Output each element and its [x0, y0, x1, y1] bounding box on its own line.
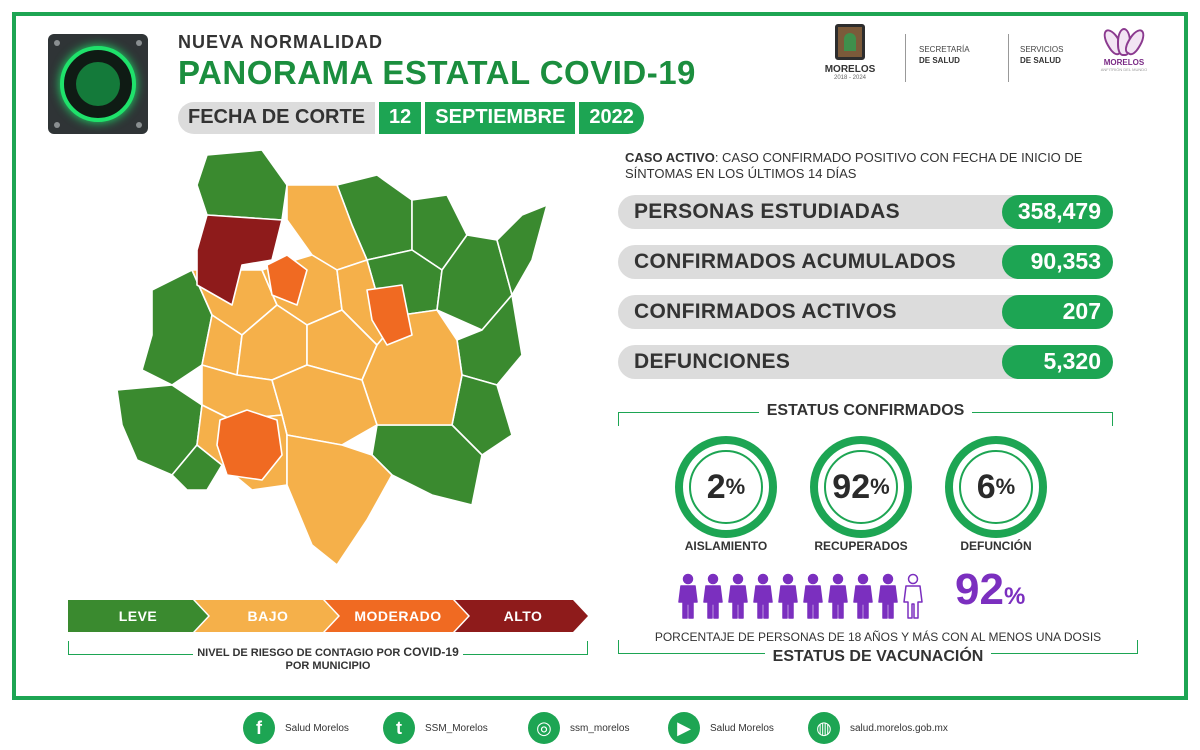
- status-circle-aislamiento: 2%: [675, 436, 777, 538]
- page-title: PANORAMA ESTATAL COVID-19: [178, 54, 696, 91]
- person-vaccinated-icon: [803, 573, 823, 619]
- coat-of-arms-icon: [835, 24, 865, 60]
- kicker: NUEVA NORMALIDAD: [178, 32, 383, 52]
- cutoff-date-year: 2022: [579, 102, 644, 134]
- social-footer: f Salud Morelos t SSM_Morelos ◎ ssm_more…: [0, 704, 1200, 750]
- youtube-icon: ▶: [668, 712, 700, 744]
- map-municipality-leve: [171, 444, 223, 491]
- vaccination-percentage: 92%: [955, 565, 1026, 614]
- footer-website[interactable]: ◍ salud.morelos.gob.mx: [808, 712, 948, 744]
- stat-defunciones: DEFUNCIONES 5,320: [618, 345, 1113, 379]
- twitter-icon: t: [383, 712, 415, 744]
- map-municipality-moderado: [266, 254, 308, 306]
- vaccination-description: PORCENTAJE DE PERSONAS DE 18 AÑOS Y MÁS …: [618, 630, 1138, 644]
- footer-instagram[interactable]: ◎ ssm_morelos: [528, 712, 629, 744]
- footer-youtube[interactable]: ▶ Salud Morelos: [668, 712, 774, 744]
- map-municipality-bajo: [286, 434, 393, 566]
- status-label-defuncion: DEFUNCIÓN: [960, 539, 1032, 553]
- vaccination-title: ESTATUS DE VACUNACIÓN: [618, 648, 1138, 666]
- morelos-flower-logo: MORELOS ANFITRIÓN DEL MUNDO: [1098, 22, 1150, 72]
- stat-value: 5,320: [1002, 345, 1113, 379]
- risk-band-leve: [68, 600, 208, 632]
- cutoff-date-month: SEPTIEMBRE: [425, 102, 576, 134]
- map-municipality-leve: [196, 149, 288, 221]
- stat-value: 358,479: [1002, 195, 1113, 229]
- person-vaccinated-icon: [678, 573, 698, 619]
- cutoff-date-label: FECHA DE CORTE: [178, 102, 376, 134]
- person-vaccinated-icon: [778, 573, 798, 619]
- stat-label: PERSONAS ESTUDIADAS: [618, 195, 1018, 229]
- stat-confirmados-acumulados: CONFIRMADOS ACUMULADOS 90,353: [618, 245, 1113, 279]
- risk-label-leve: LEVE: [118, 608, 158, 624]
- person-vaccinated-icon: [828, 573, 848, 619]
- stat-label: CONFIRMADOS ACUMULADOS: [618, 245, 1018, 279]
- risk-legend: LEVE BAJO MODERADO ALTO: [68, 600, 588, 632]
- infographic-frame: [12, 12, 1188, 700]
- stat-value: 90,353: [1002, 245, 1113, 279]
- instagram-icon: ◎: [528, 712, 560, 744]
- stat-value: 207: [1002, 295, 1113, 329]
- status-section-title: ESTATUS CONFIRMADOS: [618, 402, 1113, 420]
- risk-label-alto: ALTO: [503, 608, 543, 624]
- status-label-aislamiento: AISLAMIENTO: [684, 539, 768, 553]
- stat-personas-estudiadas: PERSONAS ESTUDIADAS 358,479: [618, 195, 1113, 229]
- person-unvaccinated-icon: [903, 573, 923, 619]
- person-vaccinated-icon: [703, 573, 723, 619]
- risk-caption: NIVEL DE RIESGO DE CONTAGIO POR COVID-19…: [68, 646, 588, 673]
- map-municipality-alto: [196, 214, 283, 306]
- footer-facebook[interactable]: f Salud Morelos: [243, 712, 349, 744]
- municipality-risk-map: [116, 149, 548, 566]
- secretaria-logo: SECRETARÍA DE SALUD: [919, 45, 970, 65]
- facebook-icon: f: [243, 712, 275, 744]
- risk-band-bajo: [195, 600, 338, 632]
- risk-label-moderado: MODERADO: [354, 608, 442, 624]
- stat-confirmados-activos: CONFIRMADOS ACTIVOS 207: [618, 295, 1113, 329]
- stat-label: CONFIRMADOS ACTIVOS: [618, 295, 1018, 329]
- vaccination-people-icons: [678, 573, 923, 619]
- risk-band-moderado: [325, 600, 468, 632]
- map-municipality-moderado: [366, 284, 413, 346]
- map-municipality-leve: [496, 204, 548, 296]
- person-vaccinated-icon: [853, 573, 873, 619]
- stat-label: DEFUNCIONES: [618, 345, 1018, 379]
- person-vaccinated-icon: [878, 573, 898, 619]
- morelos-logo: MORELOS 2018 - 2024: [815, 24, 885, 81]
- status-label-recuperados: RECUPERADOS: [814, 539, 908, 553]
- active-case-definition: CASO ACTIVO: CASO CONFIRMADO POSITIVO CO…: [625, 150, 1083, 181]
- person-vaccinated-icon: [753, 573, 773, 619]
- web-icon: ◍: [808, 712, 840, 744]
- servicios-logo: SERVICIOS DE SALUD: [1020, 45, 1064, 65]
- risk-label-bajo: BAJO: [247, 608, 289, 624]
- cutoff-date: FECHA DE CORTE 12 SEPTIEMBRE 2022: [178, 102, 644, 134]
- person-vaccinated-icon: [728, 573, 748, 619]
- risk-band-alto: [455, 600, 588, 632]
- map-municipality-moderado: [216, 409, 283, 481]
- traffic-light-icon: [48, 34, 148, 134]
- status-circle-recuperados: 92%: [810, 436, 912, 538]
- footer-twitter[interactable]: t SSM_Morelos: [383, 712, 488, 744]
- cutoff-date-day: 12: [379, 102, 422, 134]
- status-circle-defuncion: 6%: [945, 436, 1047, 538]
- flower-icon: [1099, 22, 1149, 58]
